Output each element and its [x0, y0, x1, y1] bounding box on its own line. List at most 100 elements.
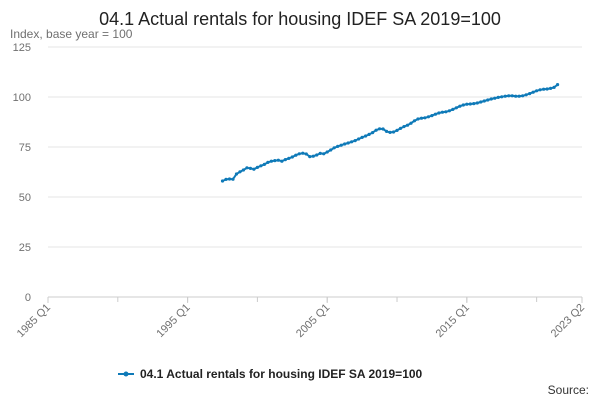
data-point[interactable] — [357, 137, 361, 141]
data-point[interactable] — [367, 132, 371, 136]
data-point[interactable] — [461, 103, 465, 107]
data-point[interactable] — [496, 95, 500, 99]
data-point[interactable] — [329, 148, 333, 152]
data-point[interactable] — [531, 90, 535, 94]
data-point[interactable] — [409, 121, 413, 125]
data-point[interactable] — [255, 165, 260, 169]
data-point[interactable] — [276, 158, 280, 162]
data-point[interactable] — [283, 158, 287, 162]
data-point[interactable] — [287, 156, 291, 160]
data-point[interactable] — [451, 107, 455, 111]
source-label: Source: — [548, 383, 589, 397]
data-point[interactable] — [426, 115, 431, 119]
data-point[interactable] — [336, 144, 340, 148]
data-point[interactable] — [259, 164, 263, 168]
data-point[interactable] — [555, 83, 560, 87]
data-point[interactable] — [416, 117, 420, 121]
data-point[interactable] — [517, 94, 521, 98]
data-point[interactable] — [262, 162, 266, 166]
data-point[interactable] — [507, 94, 511, 98]
data-point[interactable] — [542, 87, 546, 91]
data-point[interactable] — [486, 98, 490, 102]
data-point[interactable] — [489, 97, 493, 101]
data-point[interactable] — [430, 114, 434, 118]
data-point[interactable] — [301, 151, 305, 155]
data-point[interactable] — [465, 102, 469, 106]
data-point[interactable] — [224, 177, 228, 181]
data-point[interactable] — [545, 87, 549, 91]
data-point[interactable] — [381, 127, 385, 131]
data-point[interactable] — [391, 130, 396, 134]
data-point[interactable] — [353, 139, 357, 143]
data-point[interactable] — [364, 134, 368, 138]
data-point[interactable] — [437, 111, 441, 115]
data-point[interactable] — [238, 170, 242, 174]
data-point[interactable] — [538, 88, 542, 92]
data-point[interactable] — [241, 168, 246, 172]
legend-series-marker-icon — [123, 371, 129, 377]
data-point[interactable] — [493, 96, 497, 100]
data-point[interactable] — [472, 102, 476, 106]
data-point[interactable] — [398, 126, 403, 130]
data-point[interactable] — [395, 128, 399, 132]
data-point[interactable] — [503, 94, 507, 98]
data-point[interactable] — [308, 155, 312, 159]
data-point[interactable] — [468, 102, 472, 106]
data-point[interactable] — [510, 94, 514, 98]
data-point[interactable] — [231, 177, 235, 181]
data-point[interactable] — [325, 150, 329, 154]
data-point[interactable] — [339, 143, 343, 147]
data-point[interactable] — [280, 159, 284, 163]
data-point[interactable] — [458, 104, 462, 108]
data-point[interactable] — [252, 167, 256, 171]
data-point[interactable] — [475, 101, 479, 105]
data-point[interactable] — [388, 130, 392, 134]
legend[interactable]: 04.1 Actual rentals for housing IDEF SA … — [118, 367, 423, 381]
data-point[interactable] — [266, 160, 270, 164]
data-point[interactable] — [500, 95, 504, 99]
data-point[interactable] — [535, 89, 539, 93]
data-point[interactable] — [346, 141, 350, 145]
data-point[interactable] — [405, 123, 410, 127]
data-point[interactable] — [521, 94, 525, 98]
data-point[interactable] — [234, 172, 239, 176]
data-point[interactable] — [350, 140, 354, 144]
data-point[interactable] — [360, 135, 364, 139]
data-point[interactable] — [318, 151, 322, 155]
data-point[interactable] — [343, 142, 347, 146]
data-point[interactable] — [332, 146, 336, 150]
data-point[interactable] — [528, 92, 532, 96]
data-point[interactable] — [482, 99, 486, 103]
data-point[interactable] — [311, 154, 315, 158]
data-point[interactable] — [297, 152, 301, 156]
data-point[interactable] — [374, 128, 378, 132]
data-point[interactable] — [423, 116, 427, 120]
data-point[interactable] — [402, 125, 406, 129]
data-point[interactable] — [294, 153, 298, 157]
data-point[interactable] — [440, 110, 444, 114]
data-point[interactable] — [552, 85, 556, 89]
data-point[interactable] — [290, 155, 294, 159]
data-point[interactable] — [315, 153, 319, 157]
data-point[interactable] — [433, 112, 438, 116]
data-point[interactable] — [377, 127, 382, 131]
data-point[interactable] — [370, 131, 375, 135]
data-point[interactable] — [524, 93, 528, 97]
data-point[interactable] — [322, 152, 326, 156]
data-point[interactable] — [273, 159, 277, 163]
data-point[interactable] — [220, 179, 225, 183]
data-point[interactable] — [304, 152, 308, 156]
data-point[interactable] — [479, 100, 483, 104]
data-point[interactable] — [412, 119, 417, 123]
data-point[interactable] — [269, 159, 273, 163]
data-point[interactable] — [447, 109, 451, 113]
data-point[interactable] — [514, 94, 518, 98]
data-point[interactable] — [245, 166, 249, 170]
data-point[interactable] — [248, 166, 253, 170]
data-point[interactable] — [444, 110, 448, 114]
data-point[interactable] — [419, 116, 424, 120]
data-point[interactable] — [454, 106, 458, 110]
data-point[interactable] — [227, 177, 232, 181]
data-point[interactable] — [548, 86, 553, 90]
data-point[interactable] — [384, 129, 389, 133]
